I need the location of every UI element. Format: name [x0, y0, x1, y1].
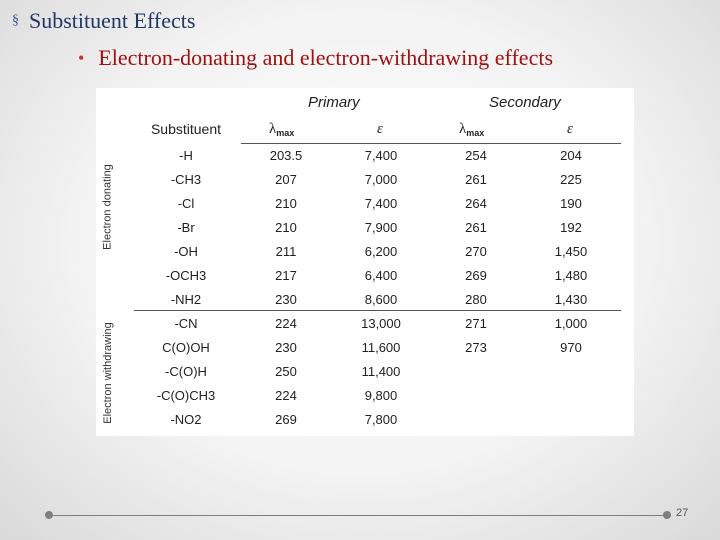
cell-lambda-primary: 230	[275, 292, 297, 307]
cell-lambda-primary: 210	[275, 196, 297, 211]
cell-lambda-secondary: 254	[465, 148, 487, 163]
cell-epsilon-secondary: 190	[560, 196, 582, 211]
header-epsilon-primary: ε	[377, 121, 383, 137]
cell-substituent: -Cl	[177, 196, 195, 211]
table-row: -Cl 210 7,400 264 190	[96, 192, 634, 216]
header-substituent: Substituent	[150, 121, 222, 137]
cell-lambda-secondary: 280	[465, 292, 487, 307]
header-rule	[241, 143, 621, 144]
cell-epsilon-primary: 13,000	[361, 316, 401, 331]
header-lambda-secondary: λmax	[459, 121, 484, 138]
cell-substituent: -CH3	[170, 172, 202, 187]
cell-epsilon-secondary: 970	[560, 340, 582, 355]
cell-lambda-primary: 203.5	[269, 148, 303, 163]
cell-lambda-secondary: 270	[465, 244, 487, 259]
footer-dot-right	[663, 511, 671, 519]
cell-epsilon-secondary: 1,480	[554, 268, 588, 283]
table-row: -OCH3 217 6,400 269 1,480	[96, 264, 634, 288]
cell-substituent: -NO2	[170, 412, 202, 427]
substituent-table: Primary Secondary Substituent λmax ε λma…	[96, 88, 634, 436]
cell-substituent: -OCH3	[165, 268, 207, 283]
lambda-symbol: λ	[269, 121, 277, 137]
cell-lambda-secondary: 261	[465, 220, 487, 235]
group-header-primary: Primary	[308, 94, 360, 111]
title-bullet: §	[12, 13, 19, 28]
cell-epsilon-primary: 7,000	[364, 172, 398, 187]
page-number: 27	[676, 507, 689, 519]
cell-lambda-primary: 224	[275, 316, 297, 331]
table-row: C(O)OH 230 11,600 273 970	[96, 336, 634, 360]
cell-substituent: -C(O)H	[165, 364, 207, 379]
cell-lambda-primary: 207	[275, 172, 297, 187]
cell-substituent: -CN	[174, 316, 198, 331]
cell-substituent: -H	[179, 148, 193, 163]
table-row: -NH2 230 8,600 280 1,430	[96, 288, 634, 312]
cell-epsilon-primary: 7,900	[364, 220, 398, 235]
cell-lambda-primary: 217	[275, 268, 297, 283]
table-row: -C(O)H 250 11,400	[96, 360, 634, 384]
group-header-secondary: Secondary	[489, 94, 561, 111]
header-lambda-primary: λmax	[269, 121, 294, 138]
group-divider	[134, 310, 621, 311]
lambda-symbol: λ	[459, 121, 467, 137]
cell-epsilon-secondary: 1,450	[554, 244, 588, 259]
slide-subtitle: Electron-donating and electron-withdrawi…	[98, 45, 554, 70]
cell-substituent: -OH	[174, 244, 198, 259]
cell-lambda-secondary: 271	[465, 316, 487, 331]
cell-lambda-primary: 211	[275, 244, 297, 259]
cell-epsilon-primary: 9,800	[364, 388, 398, 403]
cell-substituent: -Br	[177, 220, 195, 235]
subtitle-bullet: •	[78, 47, 85, 68]
cell-epsilon-secondary: 1,430	[554, 292, 588, 307]
table-row: -C(O)CH3 224 9,800	[96, 384, 634, 408]
cell-substituent: -C(O)CH3	[156, 388, 216, 403]
cell-lambda-primary: 210	[275, 220, 297, 235]
cell-epsilon-primary: 6,200	[364, 244, 398, 259]
table-row: -CN 224 13,000 271 1,000	[96, 312, 634, 336]
cell-lambda-primary: 224	[275, 388, 297, 403]
cell-lambda-secondary: 269	[465, 268, 487, 283]
cell-lambda-primary: 250	[275, 364, 297, 379]
lambda-subscript: max	[466, 128, 485, 138]
cell-epsilon-primary: 7,400	[364, 148, 398, 163]
table-row: -CH3 207 7,000 261 225	[96, 168, 634, 192]
cell-epsilon-primary: 11,400	[361, 364, 401, 379]
slide-title-row: § Substituent Effects	[12, 8, 195, 34]
cell-epsilon-primary: 7,400	[364, 196, 398, 211]
slide-subtitle-row: • Electron-donating and electron-withdra…	[78, 45, 553, 71]
lambda-subscript: max	[276, 128, 295, 138]
footer-line	[50, 515, 667, 516]
cell-lambda-primary: 269	[275, 412, 297, 427]
cell-epsilon-primary: 6,400	[364, 268, 398, 283]
cell-substituent: C(O)OH	[162, 340, 210, 355]
cell-lambda-secondary: 273	[465, 340, 487, 355]
cell-epsilon-secondary: 192	[560, 220, 582, 235]
cell-epsilon-primary: 8,600	[364, 292, 398, 307]
cell-epsilon-primary: 7,800	[364, 412, 398, 427]
cell-lambda-secondary: 261	[465, 172, 487, 187]
cell-epsilon-secondary: 1,000	[554, 316, 588, 331]
cell-lambda-primary: 230	[275, 340, 297, 355]
cell-epsilon-secondary: 225	[560, 172, 582, 187]
table-row: -H 203.5 7,400 254 204	[96, 144, 634, 168]
cell-epsilon-secondary: 204	[560, 148, 582, 163]
header-epsilon-secondary: ε	[567, 121, 573, 137]
cell-lambda-secondary: 264	[465, 196, 487, 211]
cell-substituent: -NH2	[170, 292, 202, 307]
cell-epsilon-primary: 11,600	[361, 340, 401, 355]
footer-dot-left	[45, 511, 53, 519]
table-row: -Br 210 7,900 261 192	[96, 216, 634, 240]
table-row: -OH 211 6,200 270 1,450	[96, 240, 634, 264]
slide-title: Substituent Effects	[29, 8, 196, 33]
table-row: -NO2 269 7,800	[96, 408, 634, 432]
